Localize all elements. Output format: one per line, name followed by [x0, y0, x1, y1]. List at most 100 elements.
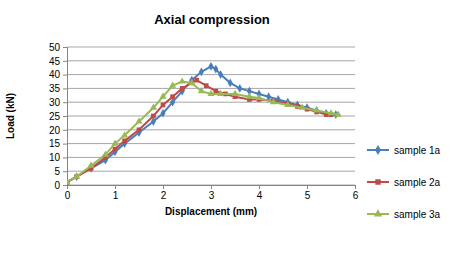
- marker: [313, 106, 320, 112]
- marker: [327, 109, 334, 115]
- grid-line: [67, 171, 355, 172]
- tick-label: 10: [49, 152, 61, 163]
- tick-mark: [115, 185, 116, 189]
- legend-item: sample 1a: [367, 145, 441, 156]
- tick: 4: [257, 185, 263, 201]
- tick-label: 3: [209, 190, 215, 201]
- tick-mark: [355, 185, 356, 189]
- marker: [246, 93, 253, 99]
- tick-mark: [63, 185, 67, 186]
- tick: 1: [113, 185, 119, 201]
- marker: [255, 94, 262, 100]
- marker: [270, 98, 277, 104]
- tick-label: 2: [161, 190, 167, 201]
- marker: [204, 83, 209, 88]
- tick: 20: [49, 125, 67, 136]
- marker: [179, 77, 186, 83]
- marker: [122, 138, 127, 143]
- tick-mark: [259, 185, 260, 189]
- grid-line: [67, 116, 355, 117]
- marker: [137, 127, 142, 132]
- legend-marker: [374, 209, 382, 216]
- marker: [207, 90, 214, 96]
- tick-label: 5: [305, 190, 311, 201]
- series-line: [67, 66, 336, 182]
- tick-label: 4: [257, 190, 263, 201]
- tick-mark: [63, 157, 67, 158]
- tick-mark: [63, 61, 67, 62]
- legend-item: sample 2a: [367, 177, 441, 188]
- marker: [194, 78, 199, 83]
- tick: 5: [305, 185, 311, 201]
- title: Axial compression: [154, 12, 270, 27]
- legend-label: sample 3a: [394, 209, 441, 220]
- legend-marker: [375, 145, 381, 155]
- chart: 051015202530354045500123456Axial compres…: [0, 0, 474, 279]
- marker: [213, 65, 218, 74]
- marker: [102, 151, 109, 157]
- tick-mark: [211, 185, 212, 189]
- marker: [151, 114, 156, 119]
- x-axis-title: Displacement (mm): [165, 206, 257, 217]
- tick-mark: [63, 47, 67, 48]
- grid-line: [67, 143, 355, 144]
- legend-label: sample 2a: [394, 177, 441, 188]
- tick: 0: [65, 185, 71, 201]
- tick: 35: [49, 83, 67, 94]
- tick-label: 50: [49, 42, 61, 53]
- marker: [217, 90, 224, 96]
- marker: [73, 173, 80, 179]
- tick-mark: [63, 144, 67, 145]
- tick: 15: [49, 138, 67, 149]
- grid-line: [67, 102, 355, 103]
- y-axis: 0 5 10 15 20 25 30 35 40 45 50: [49, 42, 68, 191]
- marker: [231, 90, 238, 96]
- tick: 6: [353, 185, 359, 201]
- marker: [218, 70, 223, 79]
- tick: 3: [209, 185, 215, 201]
- marker: [87, 162, 94, 168]
- marker: [198, 87, 205, 93]
- tick-label: 45: [49, 56, 61, 67]
- marker: [199, 67, 204, 76]
- grid-line: [67, 129, 355, 130]
- marker: [161, 103, 166, 108]
- legend-item: sample 3a: [367, 209, 441, 220]
- tick: 30: [49, 97, 67, 108]
- marker: [150, 104, 157, 110]
- tick-label: 0: [54, 180, 60, 191]
- tick-label: 20: [49, 125, 61, 136]
- y-axis-title: Load (kN): [5, 93, 16, 139]
- markers: [67, 62, 338, 185]
- marker: [237, 84, 242, 93]
- marker: [335, 111, 342, 117]
- series-line: [67, 80, 331, 182]
- marker: [67, 178, 71, 184]
- tick-mark: [63, 116, 67, 117]
- tick-label: 5: [54, 166, 60, 177]
- marker: [169, 82, 176, 88]
- grid: [67, 47, 355, 185]
- x-axis: 0 1 2 3 4 5 6: [65, 185, 359, 201]
- grid-line: [67, 74, 355, 75]
- marker: [136, 128, 141, 137]
- legend: sample 1a sample 2a sample 3a: [367, 145, 441, 220]
- axis-line: [68, 186, 356, 190]
- grid-line: [67, 47, 355, 48]
- tick: 45: [49, 56, 67, 67]
- marker: [159, 93, 166, 99]
- tick-label: 15: [49, 138, 61, 149]
- marker: [135, 117, 142, 123]
- tick: 2: [161, 185, 167, 201]
- tick-mark: [163, 185, 164, 189]
- tick-label: 0: [65, 190, 71, 201]
- legend-label: sample 1a: [394, 145, 441, 156]
- marker: [299, 104, 306, 110]
- tick-mark: [307, 185, 308, 189]
- tick-label: 25: [49, 111, 61, 122]
- tick-label: 30: [49, 97, 61, 108]
- marker: [160, 109, 165, 118]
- tick-label: 40: [49, 69, 61, 80]
- marker: [121, 131, 128, 137]
- tick-label: 1: [113, 190, 119, 201]
